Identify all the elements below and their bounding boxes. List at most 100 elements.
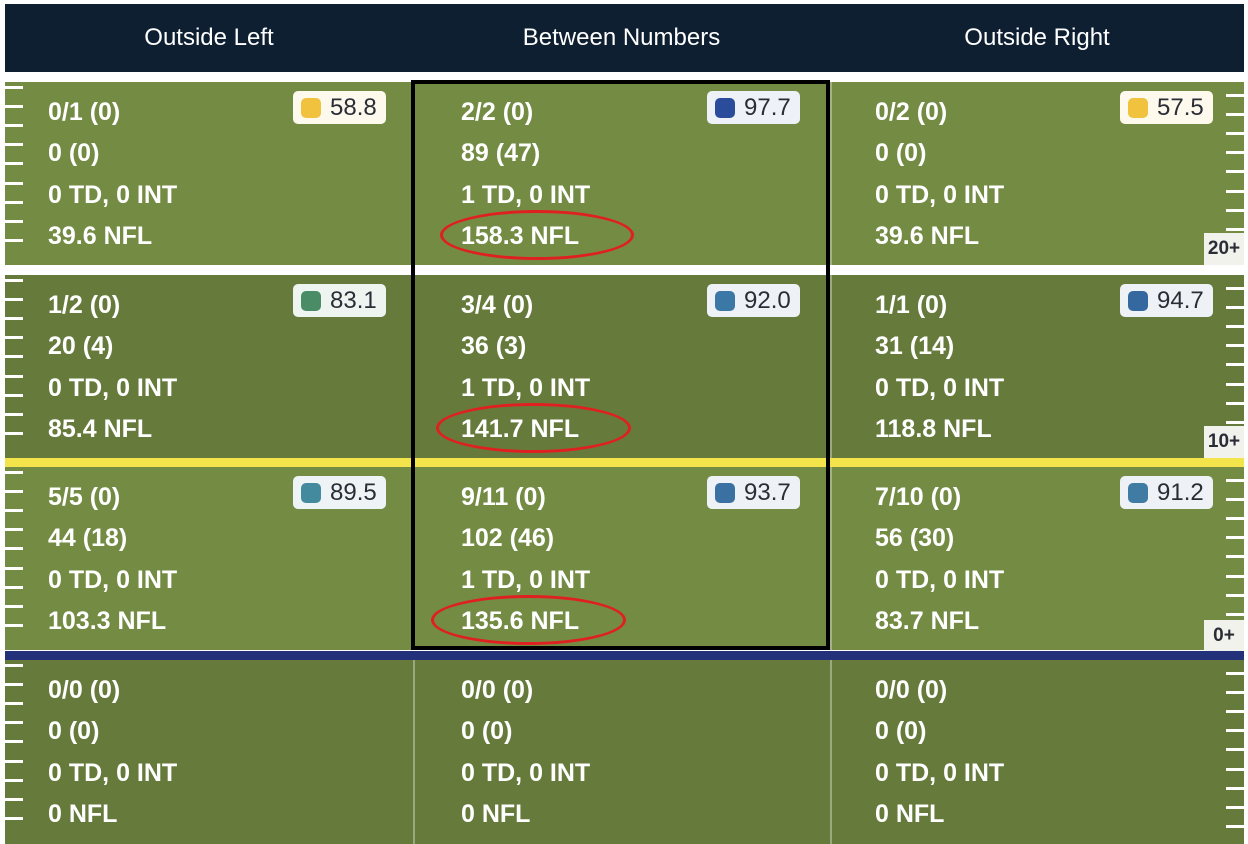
left-yard-ticks (5, 471, 23, 646)
grade-badge: 94.7 (1120, 284, 1213, 317)
grade-value: 93.7 (744, 478, 791, 506)
yard-marker-10: 10+ (1204, 426, 1244, 458)
passer-rating: 83.7 NFL (875, 606, 980, 635)
grade-swatch-icon (715, 97, 735, 118)
comp-att: 0/2 (0) (875, 98, 948, 126)
yard-line-20 (5, 265, 1244, 275)
grade-swatch-icon (1128, 482, 1148, 503)
yards: 20 (4) (48, 332, 114, 361)
comp-att: 7/10 (0) (875, 483, 962, 511)
right-yard-ticks (1226, 86, 1244, 261)
line-of-scrimmage (5, 651, 1244, 660)
cell-outside-left-0[interactable]: 5/5 (0) 44 (18) 0 TD, 0 INT 103.3 NFL 89… (5, 467, 413, 650)
comp-att: 0/0 (0) (875, 676, 948, 704)
left-yard-ticks (5, 86, 23, 261)
td-int: 0 TD, 0 INT (875, 758, 1005, 787)
yard-marker-0: 0+ (1204, 620, 1244, 652)
row-0-plus: 5/5 (0) 44 (18) 0 TD, 0 INT 103.3 NFL 89… (5, 467, 1244, 652)
column-divider (413, 82, 415, 265)
td-int: 0 TD, 0 INT (875, 180, 1005, 209)
grade-badge: 97.7 (707, 91, 800, 124)
grade-swatch-icon (301, 97, 321, 118)
td-int: 0 TD, 0 INT (48, 758, 178, 787)
comp-att: 0/0 (0) (461, 676, 534, 704)
cell-between-numbers-10[interactable]: 3/4 (0) 36 (3) 1 TD, 0 INT 141.7 NFL 92.… (413, 275, 830, 458)
td-int: 0 TD, 0 INT (48, 565, 178, 594)
passer-rating: 0 NFL (48, 799, 118, 828)
grade-value: 94.7 (1157, 286, 1204, 314)
td-int: 1 TD, 0 INT (461, 180, 591, 209)
td-int: 0 TD, 0 INT (48, 373, 178, 402)
td-int: 0 TD, 0 INT (875, 373, 1005, 402)
comp-att: 0/0 (0) (48, 676, 121, 704)
row-20-plus: 0/1 (0) 0 (0) 0 TD, 0 INT 39.6 NFL 58.8 … (5, 82, 1244, 265)
field-grid: 0/1 (0) 0 (0) 0 TD, 0 INT 39.6 NFL 58.8 … (5, 82, 1244, 844)
column-divider (413, 275, 415, 458)
yards: 31 (14) (875, 332, 955, 361)
passer-rating: 39.6 NFL (48, 221, 153, 250)
comp-att: 2/2 (0) (461, 98, 534, 126)
yards: 0 (0) (48, 139, 100, 168)
cell-outside-right-20[interactable]: 0/2 (0) 0 (0) 0 TD, 0 INT 39.6 NFL 57.5 (830, 82, 1244, 265)
row-10-plus: 1/2 (0) 20 (4) 0 TD, 0 INT 85.4 NFL 83.1… (5, 275, 1244, 458)
grade-badge: 58.8 (293, 91, 386, 124)
yards: 0 (0) (461, 717, 513, 746)
cell-between-numbers-20[interactable]: 2/2 (0) 89 (47) 1 TD, 0 INT 158.3 NFL 97… (413, 82, 830, 265)
yards: 0 (0) (48, 717, 100, 746)
grade-swatch-icon (715, 290, 735, 311)
column-divider (830, 660, 832, 844)
grade-swatch-icon (301, 482, 321, 503)
right-yard-ticks (1226, 664, 1244, 839)
passer-rating: 0 NFL (875, 799, 945, 828)
grade-swatch-icon (715, 482, 735, 503)
grade-value: 58.8 (330, 93, 377, 121)
comp-att: 9/11 (0) (461, 483, 546, 511)
cell-between-numbers-0[interactable]: 9/11 (0) 102 (46) 1 TD, 0 INT 135.6 NFL … (413, 467, 830, 650)
yards: 36 (3) (461, 332, 527, 361)
row-behind-los: 0/0 (0) 0 (0) 0 TD, 0 INT 0 NFL 0/0 (0) … (5, 660, 1244, 844)
td-int: 0 TD, 0 INT (48, 180, 178, 209)
comp-att: 3/4 (0) (461, 291, 534, 319)
cell-outside-left-behind[interactable]: 0/0 (0) 0 (0) 0 TD, 0 INT 0 NFL (5, 660, 413, 844)
column-divider (413, 660, 415, 844)
right-yard-ticks (1226, 471, 1244, 646)
grade-badge: 91.2 (1120, 476, 1213, 509)
grade-value: 92.0 (744, 286, 791, 314)
column-header-outside-left: Outside Left (144, 24, 274, 51)
yards: 89 (47) (461, 139, 541, 168)
column-header-between-numbers: Between Numbers (522, 24, 721, 51)
yard-marker-20: 20+ (1204, 233, 1244, 265)
cell-outside-right-0[interactable]: 7/10 (0) 56 (30) 0 TD, 0 INT 83.7 NFL 91… (830, 467, 1244, 650)
grade-swatch-icon (1128, 290, 1148, 311)
cell-outside-right-10[interactable]: 1/1 (0) 31 (14) 0 TD, 0 INT 118.8 NFL 94… (830, 275, 1244, 458)
column-header-outside-right: Outside Right (964, 24, 1110, 51)
grade-swatch-icon (301, 290, 321, 311)
td-int: 1 TD, 0 INT (461, 373, 591, 402)
yards: 44 (18) (48, 524, 128, 553)
passer-rating: 103.3 NFL (48, 606, 167, 635)
comp-att: 1/2 (0) (48, 291, 121, 319)
grade-badge: 57.5 (1120, 91, 1213, 124)
left-yard-ticks (5, 664, 23, 839)
passer-rating: 158.3 NFL (461, 221, 580, 250)
cell-between-numbers-behind[interactable]: 0/0 (0) 0 (0) 0 TD, 0 INT 0 NFL (413, 660, 830, 844)
yards: 56 (30) (875, 524, 955, 553)
passer-rating: 85.4 NFL (48, 414, 153, 443)
grade-value: 57.5 (1157, 93, 1204, 121)
td-int: 0 TD, 0 INT (461, 758, 591, 787)
passer-rating: 39.6 NFL (875, 221, 980, 250)
cell-outside-left-10[interactable]: 1/2 (0) 20 (4) 0 TD, 0 INT 85.4 NFL 83.1 (5, 275, 413, 458)
yards: 0 (0) (875, 717, 927, 746)
left-yard-ticks (5, 279, 23, 454)
cell-outside-right-behind[interactable]: 0/0 (0) 0 (0) 0 TD, 0 INT 0 NFL (830, 660, 1244, 844)
column-header-bar: Outside Left Between Numbers Outside Rig… (5, 4, 1244, 72)
passer-rating: 135.6 NFL (461, 606, 580, 635)
yards: 102 (46) (461, 524, 555, 553)
column-divider (830, 82, 832, 265)
cell-outside-left-20[interactable]: 0/1 (0) 0 (0) 0 TD, 0 INT 39.6 NFL 58.8 (5, 82, 413, 265)
passer-rating: 141.7 NFL (461, 414, 580, 443)
td-int: 0 TD, 0 INT (875, 565, 1005, 594)
column-divider (830, 467, 832, 650)
grade-swatch-icon (1128, 97, 1148, 118)
passer-rating: 118.8 NFL (875, 414, 992, 443)
